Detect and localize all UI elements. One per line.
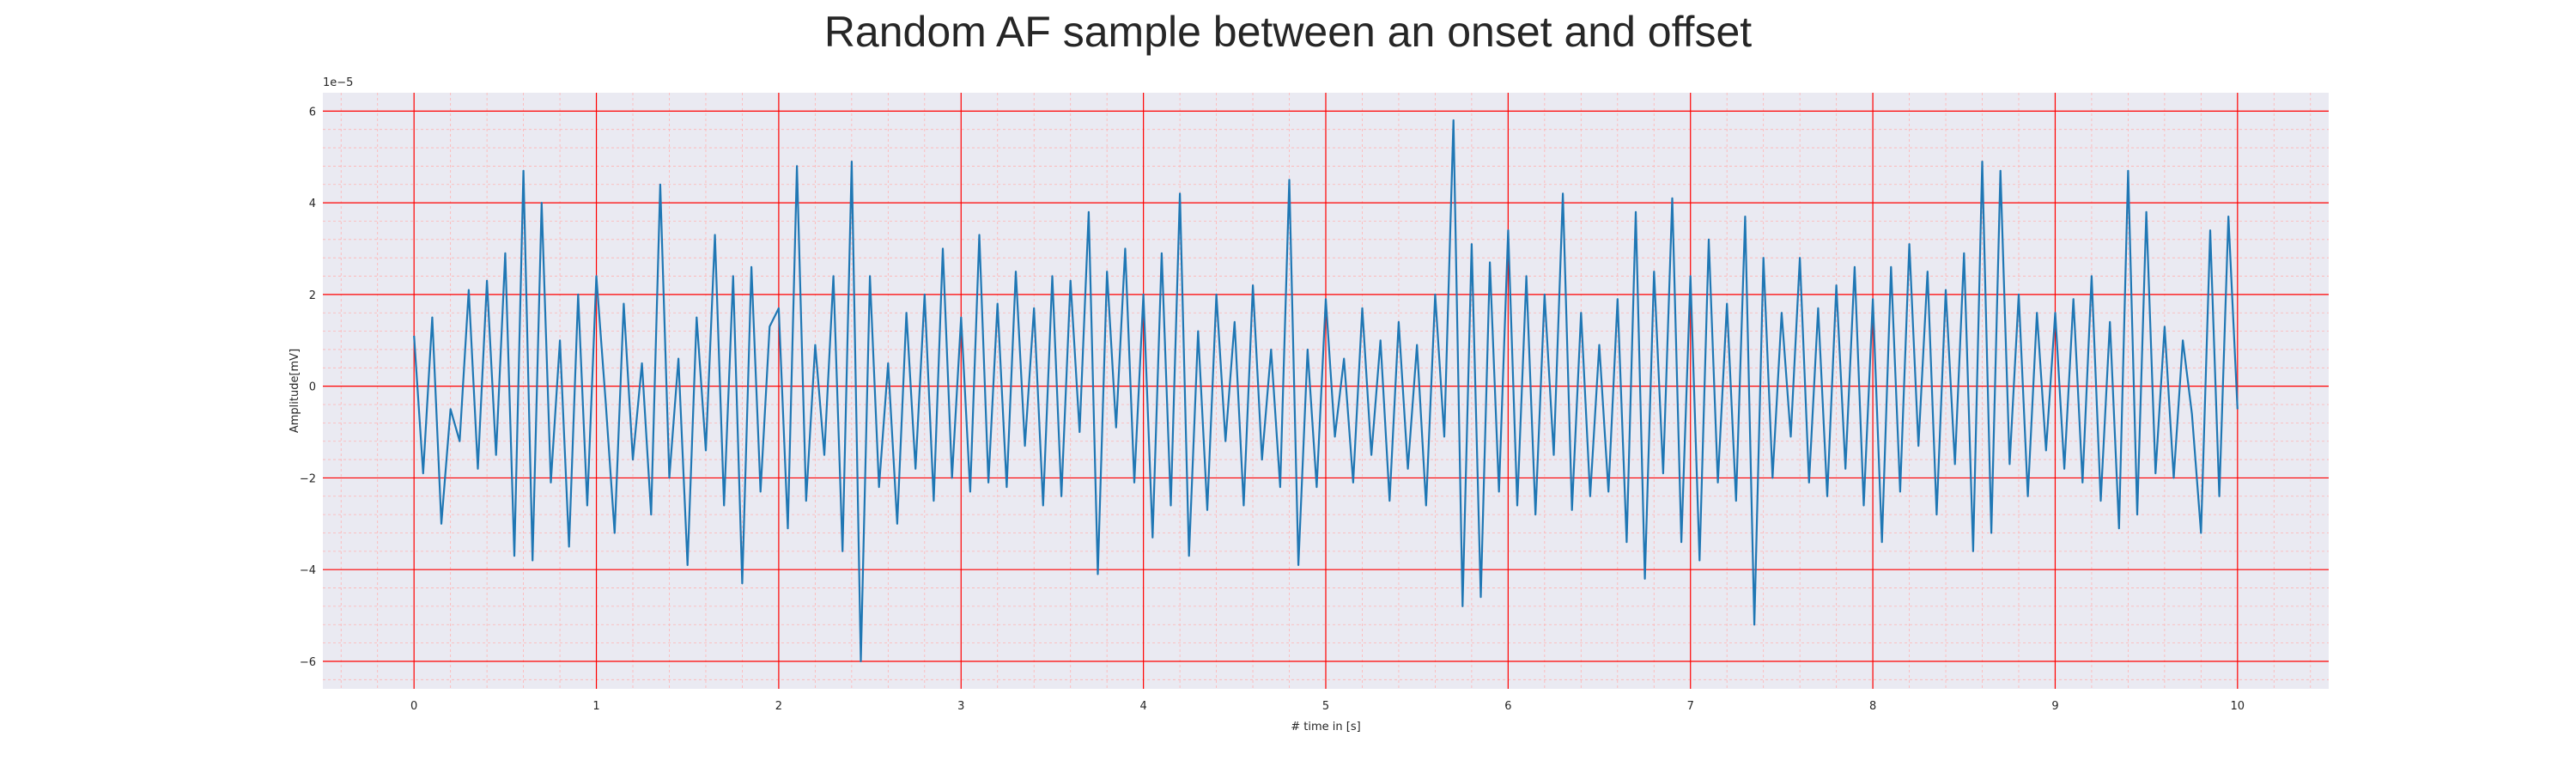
x-tick-label: 5 [1322,700,1329,713]
y-tick-label: 4 [309,198,316,210]
x-axis-ticks: 0 1 2 3 4 5 6 7 8 9 10 [410,700,2245,713]
x-tick-label: 6 [1504,700,1511,713]
series-line [413,119,2239,663]
x-axis-label: # time in [s] [1291,721,1360,733]
major-gridlines [323,93,2329,689]
y-tick-label: 0 [309,381,316,394]
x-tick-label: 2 [775,700,782,713]
x-tick-label: 0 [410,700,417,713]
y-axis-ticks: −6 −4 −2 0 2 4 6 [300,106,316,669]
y-axis-offset-text: 1e−5 [323,76,353,89]
x-tick-label: 10 [2231,700,2245,713]
y-tick-label: 2 [309,289,316,302]
y-tick-label: −4 [300,564,316,577]
y-tick-label: 6 [309,106,316,119]
y-tick-label: −6 [300,656,316,669]
y-tick-label: −2 [300,472,316,485]
x-tick-label: 7 [1687,700,1694,713]
x-tick-label: 1 [592,700,599,713]
x-tick-label: 4 [1139,700,1146,713]
chart-title: Random AF sample between an onset and of… [823,8,1753,56]
x-tick-label: 8 [1869,700,1876,713]
y-axis-label: Amplitude[mV] [289,349,301,433]
x-tick-label: 9 [2051,700,2058,713]
x-tick-label: 3 [957,700,964,713]
